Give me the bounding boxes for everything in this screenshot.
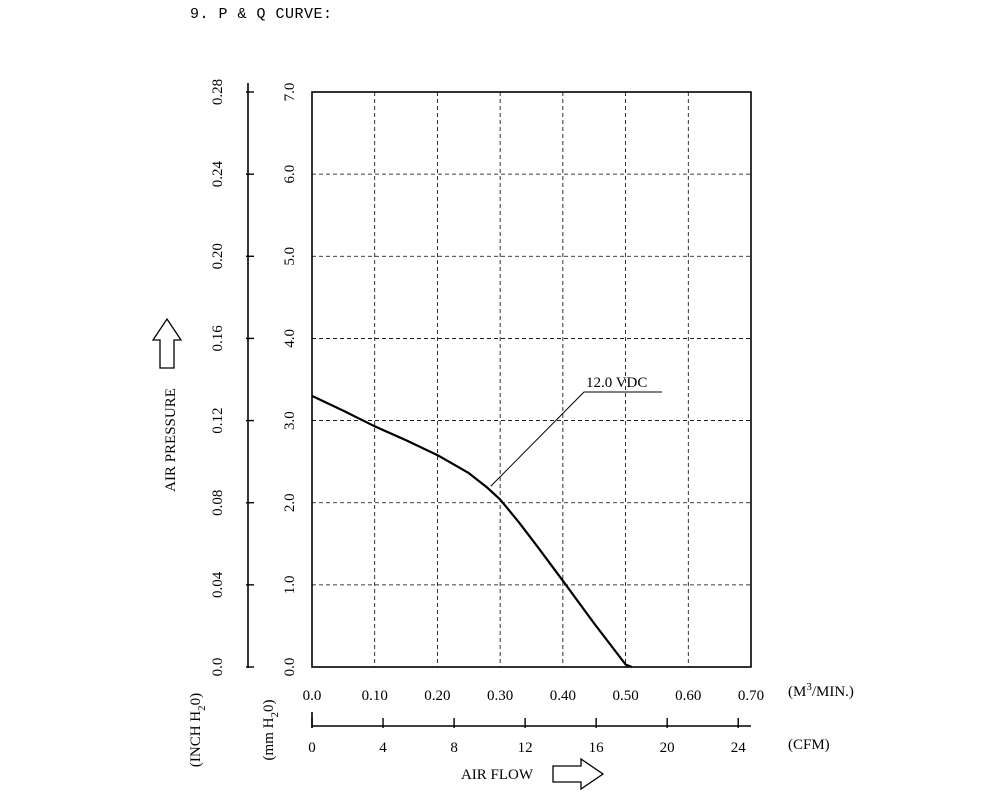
y-tick-label-inch: 0.08 <box>210 490 226 516</box>
series-line-12vdc <box>311 394 633 669</box>
x-tick-label: 0.50 <box>612 688 638 704</box>
x-tick-label: 0.60 <box>675 688 701 704</box>
y-tick-label-inch: 0.20 <box>210 243 226 269</box>
x-tick-label: 0.20 <box>424 688 450 704</box>
x-secondary-tick-label: 20 <box>660 740 675 756</box>
x-secondary-tick-label: 16 <box>589 740 605 756</box>
y-primary-unit: (mm H20) <box>261 700 281 761</box>
x-secondary-tick-label: 8 <box>450 740 458 756</box>
x-secondary-tick-label: 0 <box>308 740 316 756</box>
axis-labels: 0.0 0.10 0.20 0.30 0.40 0.50 0.60 0.70 0.0 1.0 2.0… <box>151 79 854 791</box>
x-secondary-unit: (CFM) <box>788 737 830 753</box>
up-arrow-icon <box>151 317 183 369</box>
y-tick-label-inch: 0.0 <box>210 658 226 677</box>
y-tick-label-inch: 0.16 <box>210 325 226 352</box>
axes <box>246 83 751 728</box>
annotation-leader <box>490 391 662 487</box>
x-tick-label: 0.30 <box>487 688 513 704</box>
series: 12.0 VDC <box>311 375 662 669</box>
x-secondary-tick-label: 4 <box>379 740 387 756</box>
section-heading: 9. P & Q CURVE: <box>190 6 333 23</box>
y-axis-title: AIR PRESSURE <box>163 388 179 492</box>
y-tick-label-inch: 0.28 <box>210 79 226 105</box>
y-tick-label-mm: 0.0 <box>282 658 298 677</box>
y-tick-label-mm: 6.0 <box>282 165 298 184</box>
y-tick-label-mm: 5.0 <box>282 247 298 266</box>
x-tick-label: 0.70 <box>738 688 764 704</box>
x-secondary-tick-label: 12 <box>518 740 533 756</box>
x-tick-label: 0.40 <box>550 688 576 704</box>
plot-frame <box>311 91 752 668</box>
grid-lines <box>312 92 751 667</box>
x-tick-label: 0.10 <box>362 688 388 704</box>
y-tick-label-mm: 1.0 <box>282 575 298 594</box>
right-arrow-icon <box>552 757 605 791</box>
y-tick-label-inch: 0.12 <box>210 407 226 433</box>
y-tick-label-mm: 3.0 <box>282 411 298 430</box>
y-tick-label-mm: 4.0 <box>282 329 298 348</box>
y-tick-label-inch: 0.04 <box>210 571 226 598</box>
x-secondary-tick-label: 24 <box>731 740 747 756</box>
x-tick-label: 0.0 <box>303 688 322 704</box>
x-axis-title: AIR FLOW <box>461 767 534 783</box>
y-tick-label-mm: 7.0 <box>282 83 298 102</box>
y-tick-label-inch: 0.24 <box>210 161 226 188</box>
x-primary-unit: (M3/MIN.) <box>788 681 854 700</box>
y-tick-label-mm: 2.0 <box>282 493 298 512</box>
annotation-label: 12.0 VDC <box>586 375 647 391</box>
y-secondary-unit: (INCH H20) <box>188 693 208 767</box>
